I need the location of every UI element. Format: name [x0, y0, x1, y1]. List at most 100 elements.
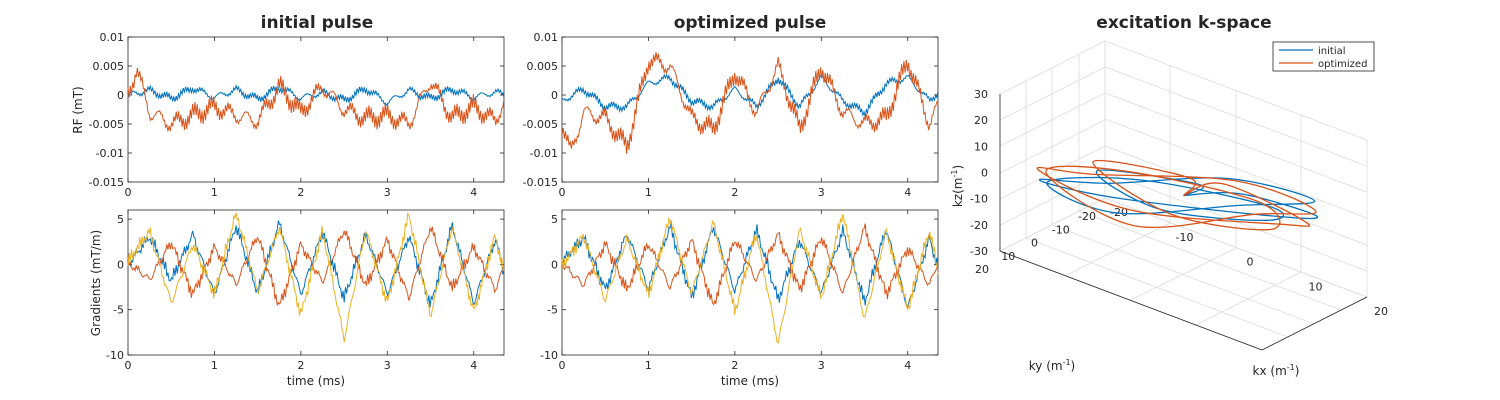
ky-tick-label: -20 — [1078, 210, 1096, 223]
initial-time-xlabel: time (ms) — [287, 374, 345, 388]
ky-axis-label: ky (m-1) — [1029, 358, 1075, 373]
y-tick-label: -0.005 — [89, 118, 124, 131]
y-tick-label: 0 — [551, 258, 558, 271]
legend-optimized-label: optimized — [1318, 59, 1367, 70]
kspace-trajectories — [1036, 159, 1319, 231]
kz-tick-label: 30 — [974, 88, 988, 101]
y-tick-label: -0.01 — [96, 147, 124, 160]
gradients-ylabel: Gradients (mT/m) — [89, 230, 103, 336]
x-tick-label: 3 — [384, 186, 391, 199]
kspace-trajectory-optimized — [1036, 159, 1317, 231]
initial-gradient-lines — [127, 212, 505, 343]
x-tick-label: 4 — [470, 359, 477, 372]
y-tick-label: -0.015 — [523, 176, 558, 189]
y-tick-label: 5 — [551, 213, 558, 226]
initial-rf-plot-box — [127, 36, 505, 183]
y-tick-label: -5 — [547, 304, 558, 317]
ky-tick-label: 0 — [1031, 237, 1038, 250]
optimized-gradient-lines — [561, 214, 939, 344]
series-line-initial — [561, 73, 939, 117]
series-line-gy — [127, 226, 505, 306]
x-tick-label: 0 — [125, 359, 132, 372]
initial-rf-axes: initial pulse 0 1 2 3 4 0.01 0.005 0 -0.005 -0.01… — [71, 13, 505, 199]
series-line-optimized — [127, 67, 505, 132]
initial-gradient-plot-box — [127, 209, 505, 356]
y-tick-label: 0 — [551, 89, 558, 102]
series-line-gz — [127, 212, 505, 343]
x-tick-label: 1 — [211, 359, 218, 372]
initial-gradient-ticks: 0 1 2 3 4 5 0 -5 -10 — [106, 210, 504, 372]
optimized-rf-axes: optimized pulse 0 1 2 3 4 0.01 0.005 0 -0.005 -0.… — [523, 13, 939, 199]
optimized-rf-plot-box — [561, 36, 939, 183]
kspace-ticks: 30 20 10 0 -10 -20 -30 20 10 0 -10 -20 -20 -10 0 10 20 — [970, 88, 1388, 318]
x-tick-label: 1 — [645, 186, 652, 199]
kx-tick-label: 20 — [1374, 305, 1388, 318]
initial-pulse-title: initial pulse — [261, 13, 374, 33]
legend-box — [1272, 41, 1375, 72]
x-tick-label: 2 — [297, 186, 304, 199]
kz-tick-label: 20 — [974, 114, 988, 127]
x-tick-label: 3 — [818, 186, 825, 199]
x-tick-label: 1 — [645, 359, 652, 372]
series-line-optimized — [561, 52, 939, 154]
ky-tick-label: -10 — [1052, 223, 1070, 236]
x-tick-label: 2 — [731, 186, 738, 199]
y-tick-label: 5 — [117, 213, 124, 226]
kx-tick-label: -10 — [1176, 231, 1194, 244]
x-tick-label: 4 — [904, 359, 911, 372]
kz-tick-label: 10 — [974, 140, 988, 153]
optimized-gradient-axes: 0 1 2 3 4 5 0 -5 -10 time (ms) — [540, 209, 939, 388]
series-line-gy — [561, 223, 939, 306]
y-tick-label: -10 — [106, 349, 124, 362]
x-tick-label: 2 — [731, 359, 738, 372]
y-tick-label: 0.005 — [527, 60, 559, 73]
rf-ylabel: RF (mT) — [71, 86, 85, 133]
initial-rf-lines — [127, 67, 505, 132]
x-tick-label: 1 — [211, 186, 218, 199]
x-tick-label: 0 — [559, 359, 566, 372]
kz-tick-label: -30 — [970, 245, 988, 258]
kz-axis-label: kz(m-1) — [950, 165, 965, 207]
x-tick-label: 4 — [904, 186, 911, 199]
x-tick-label: 2 — [297, 359, 304, 372]
series-line-gx — [127, 220, 505, 308]
y-tick-label: 0 — [117, 89, 124, 102]
initial-gradient-axes: 0 1 2 3 4 5 0 -5 -10 Gradients (mT/m) time (ms) — [89, 209, 505, 388]
x-tick-label: 0 — [559, 186, 566, 199]
y-tick-label: 0.01 — [534, 31, 559, 44]
x-tick-label: 0 — [125, 186, 132, 199]
kz-tick-label: 0 — [981, 167, 988, 180]
x-tick-label: 3 — [384, 359, 391, 372]
series-line-gz — [561, 214, 939, 344]
kx-tick-label: -20 — [1110, 206, 1128, 219]
ky-tick-label: 20 — [975, 263, 989, 276]
kx-tick-label: 0 — [1247, 256, 1254, 269]
optimized-rf-lines — [561, 52, 939, 154]
y-tick-label: -0.005 — [523, 118, 558, 131]
optimized-gradient-plot-box — [561, 209, 939, 356]
y-tick-label: 0 — [117, 258, 124, 271]
kspace-legend: initial optimized — [1272, 41, 1375, 72]
series-line-gx — [561, 222, 939, 308]
y-tick-label: -5 — [113, 304, 124, 317]
y-tick-label: -0.015 — [89, 176, 124, 189]
legend-initial-label: initial — [1318, 46, 1346, 57]
kspace-axes: excitation k-space — [950, 13, 1388, 378]
y-tick-label: 0.01 — [100, 31, 125, 44]
x-tick-label: 3 — [818, 359, 825, 372]
optimized-pulse-title: optimized pulse — [674, 13, 827, 33]
kspace-grid — [999, 40, 1368, 351]
kspace-title: excitation k-space — [1096, 13, 1271, 33]
y-tick-label: 0.005 — [93, 60, 125, 73]
initial-rf-ticks: 0 1 2 3 4 0.01 0.005 0 -0.005 -0.01 -0.015 — [89, 31, 504, 199]
kx-axis-label: kx (m-1) — [1253, 363, 1300, 378]
y-tick-label: -10 — [540, 349, 558, 362]
kx-tick-label: 10 — [1309, 280, 1323, 293]
kz-tick-label: -10 — [970, 193, 988, 206]
y-tick-label: -0.01 — [530, 147, 558, 160]
kz-tick-label: -20 — [970, 219, 988, 232]
optimized-rf-ticks: 0 1 2 3 4 0.01 0.005 0 -0.005 -0.01 -0.015 — [523, 31, 938, 199]
x-tick-label: 4 — [470, 186, 477, 199]
optimized-gradient-ticks: 0 1 2 3 4 5 0 -5 -10 — [540, 210, 938, 372]
